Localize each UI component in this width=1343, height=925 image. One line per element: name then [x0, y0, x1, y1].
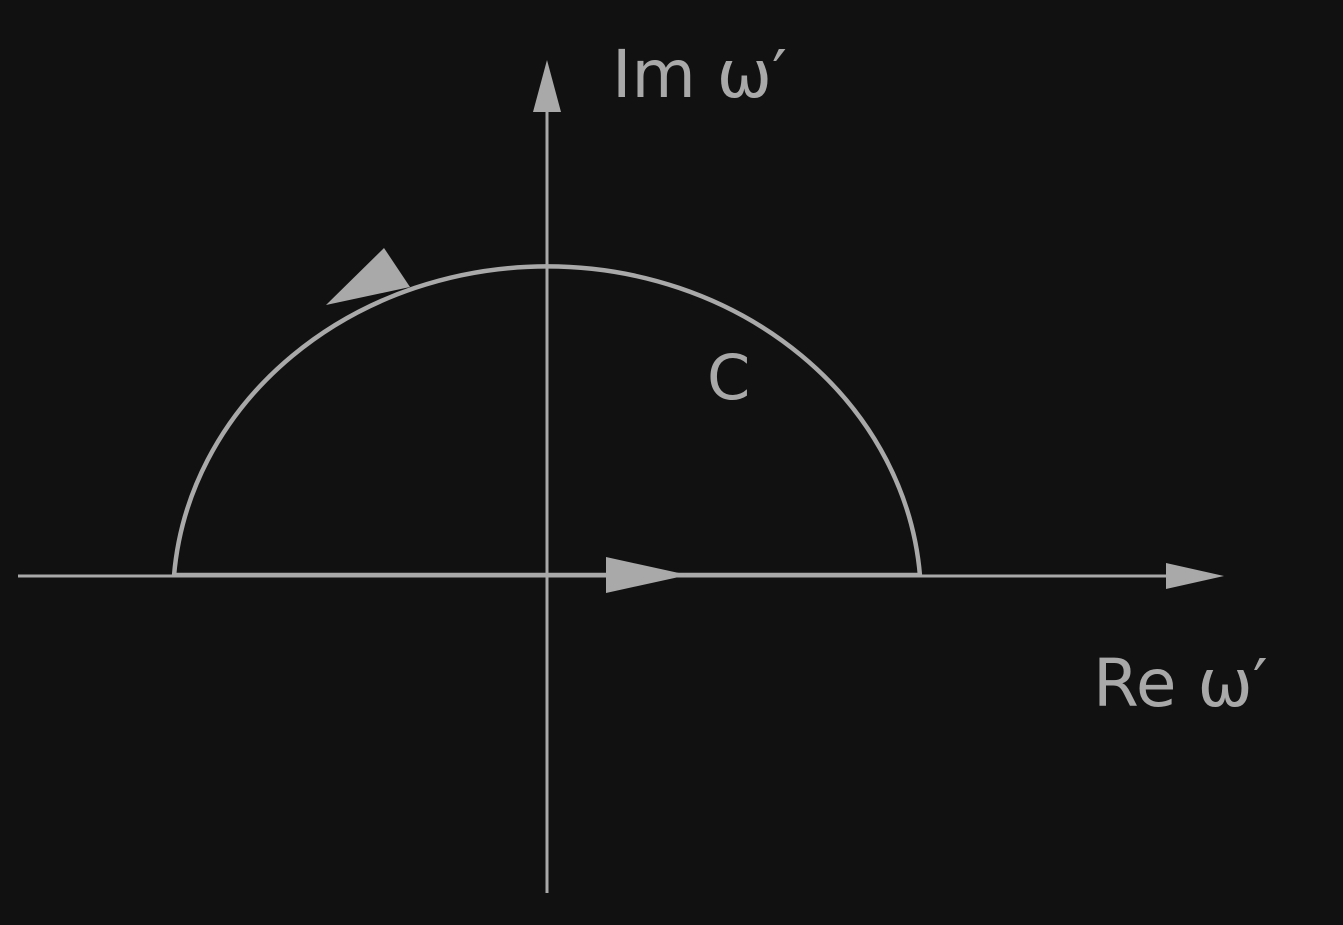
contour-label: C [707, 341, 750, 414]
contour-direction-arrow-arc [326, 248, 410, 305]
contour-c-arc [171, 264, 923, 577]
real-axis-arrowhead [1166, 563, 1224, 589]
imaginary-axis-label: Im ω′ [612, 36, 787, 113]
real-axis-label: Re ω′ [1093, 645, 1268, 722]
imaginary-axis-arrowhead [533, 60, 561, 112]
contour-direction-arrow-real [606, 557, 688, 593]
